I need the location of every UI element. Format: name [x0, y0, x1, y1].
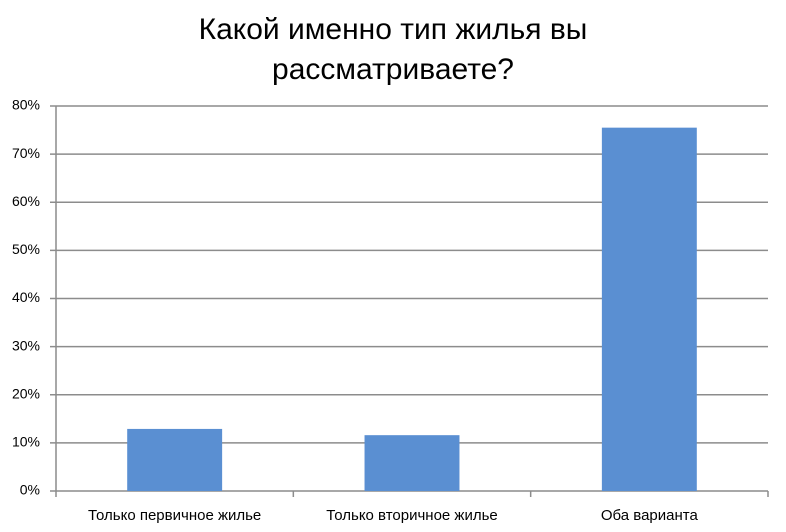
x-tick-label: Оба варианта — [601, 507, 699, 524]
y-tick-label: 40% — [12, 289, 40, 305]
bar — [127, 428, 223, 491]
y-tick-label: 10% — [12, 434, 40, 450]
x-tick-label: Только первичное жилье — [88, 507, 261, 524]
y-tick-label: 0% — [20, 482, 40, 498]
y-tick-label: 80% — [12, 97, 40, 113]
chart-title: Какой именно тип жилья вы рассматриваете… — [198, 13, 588, 86]
y-tick-label: 60% — [12, 193, 40, 209]
y-tick-label: 70% — [12, 145, 40, 161]
y-tick-label: 20% — [12, 385, 40, 401]
y-tick-label: 50% — [12, 241, 40, 257]
bar — [364, 435, 460, 491]
bar — [601, 127, 697, 491]
x-tick-label: Только вторичное жилье — [326, 507, 498, 524]
y-tick-label: 30% — [12, 337, 40, 353]
